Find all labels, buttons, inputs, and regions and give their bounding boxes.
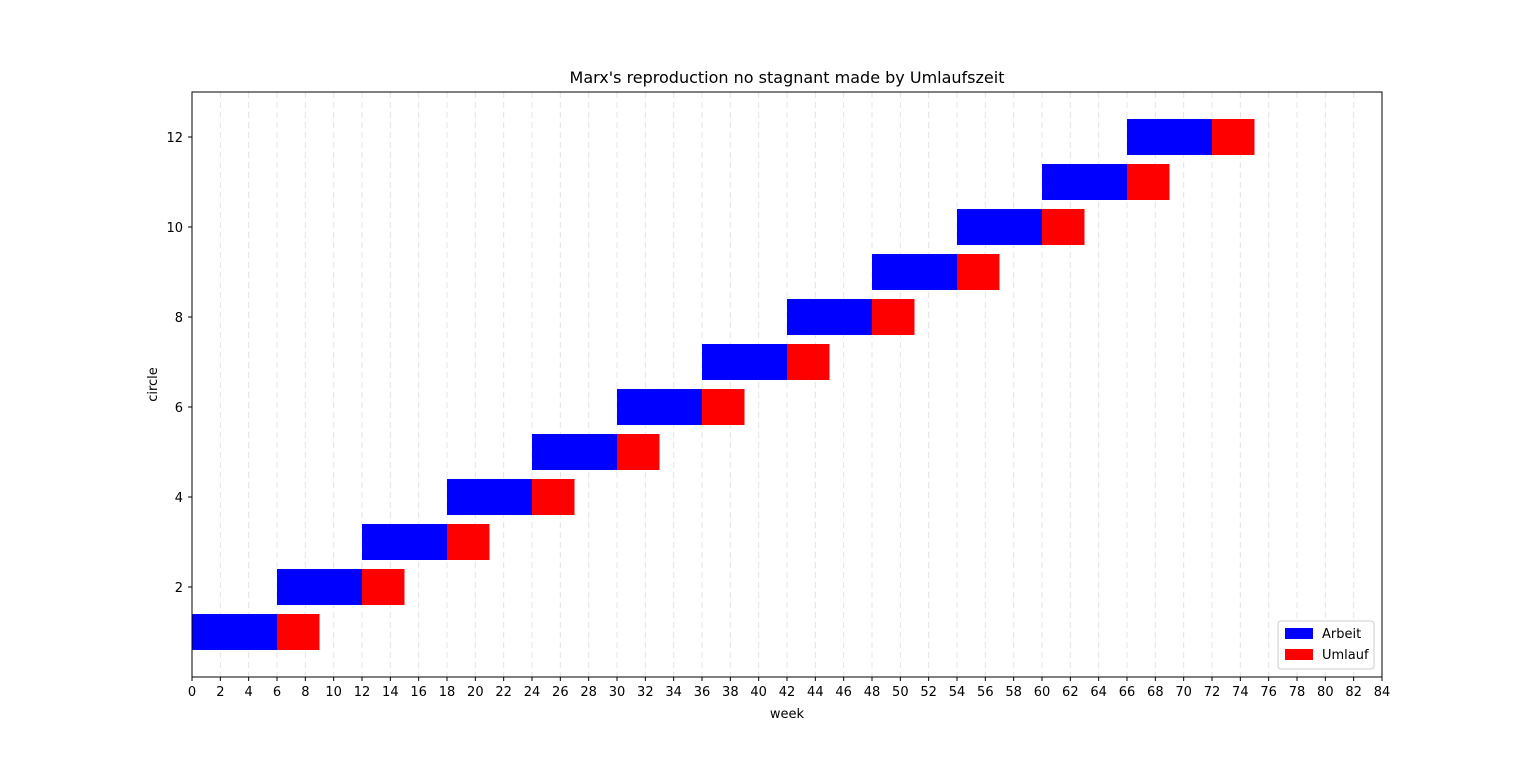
x-tick-label: 72 — [1204, 685, 1221, 700]
x-tick-label: 60 — [1034, 685, 1051, 700]
y-tick-label: 12 — [166, 131, 183, 146]
x-tick-label: 34 — [665, 685, 682, 700]
bar-arbeit — [192, 614, 277, 650]
bar-arbeit — [532, 434, 617, 470]
bar-arbeit — [957, 209, 1042, 245]
y-tick-label: 8 — [175, 311, 183, 326]
bar-umlauf — [362, 569, 405, 605]
bar-umlauf — [872, 299, 915, 335]
y-axis-ticks: 2 4 6 8 10 12 — [166, 131, 192, 596]
x-tick-label: 54 — [949, 685, 966, 700]
legend-label-umlauf: Umlauf — [1322, 648, 1369, 663]
y-axis-label: circle — [146, 367, 161, 402]
x-tick-label: 32 — [637, 685, 654, 700]
x-tick-label: 70 — [1175, 685, 1192, 700]
bar-arbeit — [1127, 119, 1212, 155]
bar-arbeit — [362, 524, 447, 560]
bar-umlauf — [1042, 209, 1085, 245]
x-tick-label: 56 — [977, 685, 994, 700]
x-tick-label: 46 — [835, 685, 852, 700]
x-tick-label: 36 — [694, 685, 711, 700]
x-tick-label: 4 — [245, 685, 253, 700]
x-tick-label: 26 — [552, 685, 569, 700]
legend-swatch-umlauf — [1285, 649, 1313, 660]
bar-umlauf — [277, 614, 320, 650]
bar-umlauf — [787, 344, 830, 380]
bar-umlauf — [1127, 164, 1170, 200]
x-tick-label: 8 — [301, 685, 309, 700]
x-tick-label: 0 — [188, 685, 196, 700]
y-tick-label: 4 — [175, 491, 183, 506]
bar-umlauf — [532, 479, 575, 515]
x-tick-label: 18 — [439, 685, 456, 700]
bar-umlauf — [617, 434, 660, 470]
x-tick-label: 80 — [1317, 685, 1334, 700]
bar-arbeit — [702, 344, 787, 380]
x-tick-label: 24 — [524, 685, 541, 700]
bar-umlauf — [702, 389, 745, 425]
x-tick-label: 74 — [1232, 685, 1249, 700]
x-tick-label: 2 — [216, 685, 224, 700]
y-tick-label: 6 — [175, 401, 183, 416]
x-axis-ticks: 0 2 4 6 8 10 12 14 16 18 20 22 24 26 28 30 32 34 36 38 40 42 4… — [188, 677, 1390, 700]
x-tick-label: 10 — [325, 685, 342, 700]
x-tick-label: 78 — [1289, 685, 1306, 700]
x-tick-label: 62 — [1062, 685, 1079, 700]
legend-label-arbeit: Arbeit — [1322, 627, 1361, 642]
bar-arbeit — [787, 299, 872, 335]
bar-arbeit — [447, 479, 532, 515]
bar-umlauf — [447, 524, 490, 560]
x-tick-label: 16 — [410, 685, 427, 700]
x-tick-label: 50 — [892, 685, 909, 700]
x-tick-label: 68 — [1147, 685, 1164, 700]
bar-arbeit — [617, 389, 702, 425]
x-tick-label: 48 — [864, 685, 881, 700]
legend: Arbeit Umlauf — [1277, 620, 1375, 670]
legend-swatch-arbeit — [1285, 628, 1313, 639]
bar-arbeit — [1042, 164, 1127, 200]
x-tick-label: 42 — [779, 685, 796, 700]
x-tick-label: 38 — [722, 685, 739, 700]
x-tick-label: 30 — [609, 685, 626, 700]
x-tick-label: 14 — [382, 685, 399, 700]
chart-title: Marx's reproduction no stagnant made by … — [570, 68, 1005, 87]
x-tick-label: 58 — [1005, 685, 1022, 700]
x-tick-label: 44 — [807, 685, 824, 700]
y-tick-label: 10 — [166, 221, 183, 236]
x-tick-label: 66 — [1119, 685, 1136, 700]
x-tick-label: 84 — [1374, 685, 1391, 700]
bars — [192, 119, 1255, 650]
x-tick-label: 52 — [920, 685, 937, 700]
x-tick-label: 40 — [750, 685, 767, 700]
bar-umlauf — [957, 254, 1000, 290]
x-tick-label: 82 — [1345, 685, 1362, 700]
x-axis-label: week — [770, 707, 805, 722]
grid-lines — [191, 92, 1383, 677]
x-tick-label: 64 — [1090, 685, 1107, 700]
bar-umlauf — [1212, 119, 1255, 155]
bar-arbeit — [277, 569, 362, 605]
x-tick-label: 22 — [495, 685, 512, 700]
x-tick-label: 6 — [273, 685, 281, 700]
x-tick-label: 28 — [580, 685, 597, 700]
x-tick-label: 12 — [354, 685, 371, 700]
bar-arbeit — [872, 254, 957, 290]
x-tick-label: 76 — [1260, 685, 1277, 700]
y-tick-label: 2 — [175, 581, 183, 596]
x-tick-label: 20 — [467, 685, 484, 700]
